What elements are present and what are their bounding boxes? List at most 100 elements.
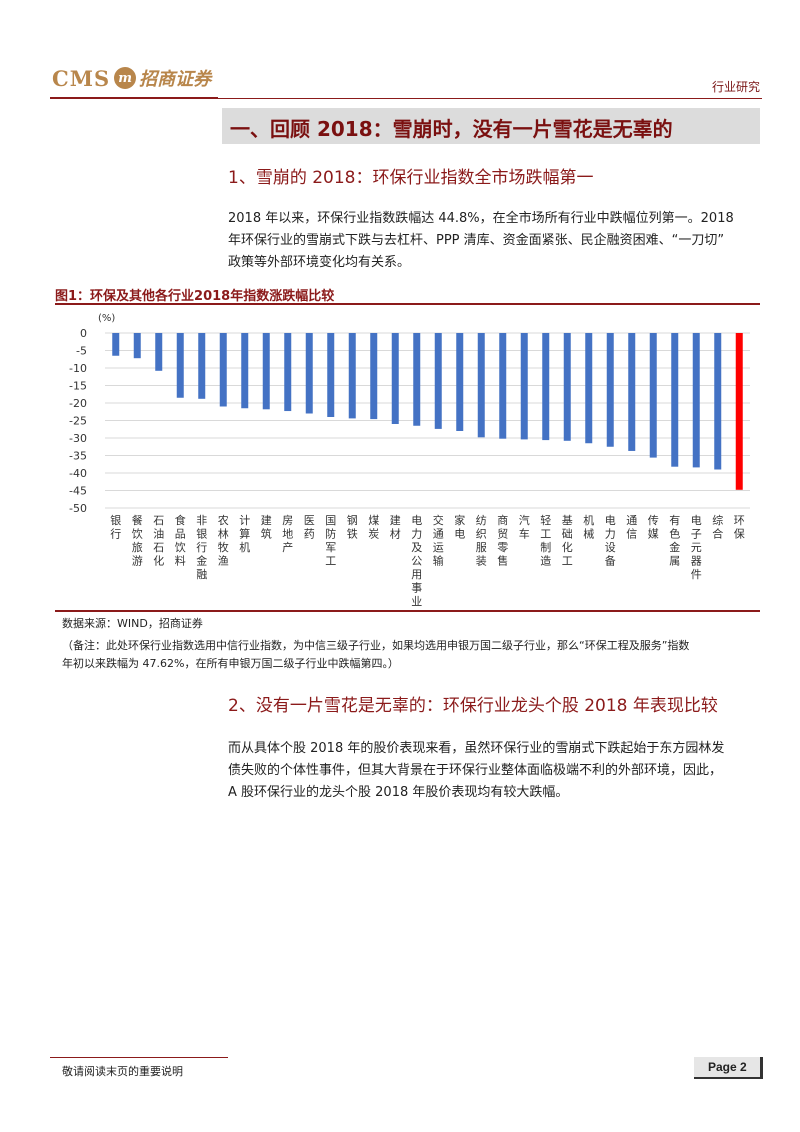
bar	[628, 333, 636, 451]
section-title: 一、回顾 2018：雪崩时，没有一片雪花是无辜的	[230, 117, 673, 141]
footer-divider	[50, 1057, 228, 1058]
y-tick-label: -5	[76, 345, 87, 358]
bar	[714, 333, 722, 470]
header-divider-thick	[50, 97, 218, 99]
logo-en: CMS	[52, 65, 111, 91]
chart-grid	[105, 332, 750, 509]
x-tick-label: 综合	[712, 513, 723, 541]
bar	[520, 333, 528, 440]
paragraph-2: 而从具体个股 2018 年的股价表现来看，虽然环保行业的雪崩式下跌起始于东方园林…	[228, 738, 768, 804]
y-tick-label: 0	[80, 327, 87, 340]
x-tick-label: 食品饮料	[175, 513, 186, 568]
page-number: Page 2	[708, 1060, 747, 1074]
x-tick-label: 电子元器件	[691, 514, 702, 581]
x-tick-label: 国防军工	[325, 514, 336, 568]
x-tick-label: 电力设备	[605, 514, 616, 568]
bar	[606, 333, 614, 447]
paragraph-line: 2018 年以来，环保行业指数跌幅达 44.8%，在全市场所有行业中跌幅位列第一…	[228, 211, 734, 226]
x-tick-label: 计算机	[239, 514, 250, 554]
y-tick-label: -15	[69, 380, 87, 393]
bar	[305, 333, 313, 414]
bar	[112, 333, 120, 356]
bar	[198, 333, 206, 399]
logo-mark-icon: m	[114, 67, 137, 89]
bar	[585, 333, 593, 444]
paragraph-1: 2018 年以来，环保行业指数跌幅达 44.8%，在全市场所有行业中跌幅位列第一…	[228, 208, 768, 274]
y-tick-label: -30	[69, 432, 87, 445]
bars	[112, 333, 743, 490]
y-tick-label: -25	[69, 415, 87, 428]
x-tick-label: 煤炭	[368, 514, 379, 541]
page-number-box: Page 2	[694, 1057, 763, 1079]
bar-chart: 0 -5 -10 -15 -20 -25 -30 -35 -40 -45 -50 (%) 银行餐饮旅…	[69, 313, 750, 608]
paragraph-line: 政策等外部环境变化均有关系。	[228, 255, 411, 270]
y-axis-ticks: 0 -5 -10 -15 -20 -25 -30 -35 -40 -45 -50	[69, 327, 87, 515]
logo-cn: 招商证券	[139, 69, 212, 90]
x-tick-label: 建材	[390, 513, 401, 541]
x-tick-label: 非银行金融	[196, 514, 207, 581]
bar	[563, 333, 571, 441]
bar	[413, 333, 421, 426]
x-tick-label: 建筑	[261, 513, 272, 541]
bar	[327, 333, 335, 417]
figure-top-rule	[55, 303, 760, 305]
bar	[434, 333, 442, 429]
bar	[391, 333, 399, 424]
bar	[692, 333, 700, 468]
x-tick-label: 轻工制造	[540, 513, 551, 568]
paragraph-line: A 股环保行业的龙头个股 2018 年股价表现均有较大跌幅。	[228, 785, 569, 800]
x-tick-label: 有色金属	[669, 513, 680, 568]
x-tick-label: 银行	[110, 513, 121, 541]
x-tick-label: 通信	[626, 514, 637, 541]
x-tick-label: 交通运输	[433, 513, 444, 568]
x-tick-label: 石油石化	[153, 514, 164, 568]
bar	[133, 333, 141, 359]
x-tick-label: 环保	[734, 514, 745, 541]
bar	[176, 333, 184, 398]
company-logo: CMS m 招商证券	[52, 60, 211, 96]
y-axis-label: (%)	[98, 313, 115, 324]
x-tick-label: 餐饮旅游	[132, 513, 143, 568]
bar	[370, 333, 378, 420]
figure-bottom-rule	[55, 610, 760, 612]
x-tick-label: 农林牧渔	[218, 513, 229, 568]
bar	[155, 333, 163, 371]
x-tick-label: 房地产	[282, 514, 293, 554]
bar	[241, 333, 249, 409]
x-tick-label: 汽车	[519, 513, 530, 541]
paragraph-line: 年环保行业的雪崩式下跌与去杠杆、PPP 清库、资金面紧张、民企融资困难、“一刀切…	[228, 233, 725, 248]
bar	[649, 333, 657, 458]
x-axis-labels: 银行餐饮旅游石油石化食品饮料非银行金融农林牧渔计算机建筑房地产医药国防军工钢铁煤…	[110, 513, 745, 608]
bar	[348, 333, 356, 419]
x-tick-label: 家电	[454, 513, 465, 541]
header-divider	[218, 98, 762, 99]
x-tick-label: 医药	[304, 514, 315, 541]
bar	[671, 333, 679, 467]
x-tick-label: 纺织服装	[476, 513, 487, 568]
report-type-tag: 行业研究	[711, 80, 760, 94]
bar	[456, 333, 464, 431]
bar	[262, 333, 270, 410]
x-tick-label: 传媒	[648, 514, 659, 541]
note-line: （备注：此处环保行业指数选用中信行业指数，为中信三级子行业，如果均选用申银万国二…	[62, 639, 690, 652]
data-source: 数据来源：WIND，招商证券	[62, 617, 203, 630]
paragraph-line: 而从具体个股 2018 年的股价表现来看，虽然环保行业的雪崩式下跌起始于东方园林…	[228, 741, 725, 756]
bar	[477, 333, 485, 438]
bar	[284, 333, 292, 412]
bar	[499, 333, 507, 439]
x-tick-label: 基础化工	[562, 514, 573, 568]
bar	[542, 333, 550, 441]
subsection-title-2: 2、没有一片雪花是无辜的：环保行业龙头个股 2018 年表现比较	[228, 696, 718, 716]
figure-note: （备注：此处环保行业指数选用中信行业指数，为中信三级子行业，如果均选用申银万国二…	[62, 637, 760, 673]
note-line: 年初以来跌幅为 47.62%，在所有申银万国二级子行业中跌幅第四。）	[62, 657, 399, 670]
y-tick-label: -20	[69, 397, 87, 410]
section-title-bar: 一、回顾 2018：雪崩时，没有一片雪花是无辜的	[222, 108, 760, 144]
bar	[219, 333, 227, 407]
x-tick-label: 机械	[583, 513, 594, 541]
footer-disclaimer: 敬请阅读末页的重要说明	[62, 1065, 183, 1078]
y-tick-label: -40	[69, 467, 87, 480]
x-tick-label: 钢铁	[347, 514, 358, 541]
y-tick-label: -50	[69, 502, 87, 515]
y-tick-label: -45	[69, 485, 87, 498]
x-tick-label: 电力及公用事业	[411, 514, 422, 608]
